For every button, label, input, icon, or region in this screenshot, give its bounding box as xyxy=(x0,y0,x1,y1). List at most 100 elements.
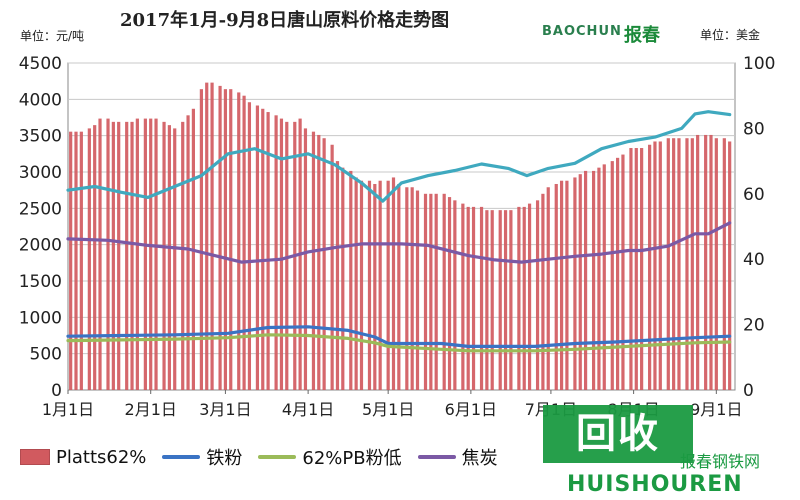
bar-platts xyxy=(658,141,662,390)
bar-platts xyxy=(415,190,420,390)
bar-platts xyxy=(354,177,358,390)
brand-logo-cn: 报春 xyxy=(624,25,660,46)
y-left-tick-label: 3000 xyxy=(19,163,62,183)
y-left-tick-label: 2500 xyxy=(19,199,62,219)
bar-platts xyxy=(410,187,414,390)
bar-platts xyxy=(434,193,438,390)
bar-platts xyxy=(485,210,489,390)
bar-platts xyxy=(634,148,638,390)
bar-platts xyxy=(466,206,470,390)
bar-platts xyxy=(503,210,508,390)
y-left-tick-label: 500 xyxy=(30,345,62,365)
bar-platts xyxy=(341,167,345,390)
bar-platts xyxy=(218,85,222,390)
bar-platts xyxy=(223,89,228,390)
bar-platts xyxy=(210,82,214,391)
bar-platts xyxy=(149,118,153,390)
bar-platts xyxy=(535,200,540,390)
bar-platts xyxy=(261,108,265,390)
bar-platts xyxy=(349,170,353,390)
watermark-logo: 回收 xyxy=(543,405,693,463)
bar-platts xyxy=(386,180,390,390)
bar-platts xyxy=(279,118,284,390)
bar-platts xyxy=(722,138,726,390)
bar-platts xyxy=(685,138,689,390)
y-left-tick-label: 1500 xyxy=(19,272,62,292)
legend-swatch-coke xyxy=(417,455,456,459)
series-line-3 xyxy=(66,221,732,264)
y-left-tick-label: 4000 xyxy=(19,90,62,110)
bar-platts xyxy=(479,206,484,390)
bar-platts xyxy=(666,138,670,390)
legend-swatch-platts xyxy=(20,449,50,465)
bar-platts xyxy=(143,118,147,390)
brand-logo-text: BAOCHUN xyxy=(542,24,622,39)
bar-platts xyxy=(573,177,577,390)
bar-platts xyxy=(559,180,564,390)
bar-platts xyxy=(490,210,494,390)
bar-platts xyxy=(405,187,409,390)
bar-platts xyxy=(285,121,289,391)
bar-platts xyxy=(98,118,102,390)
x-tick-label: 3月1日 xyxy=(199,400,251,419)
bar-platts xyxy=(167,125,171,390)
bar-platts xyxy=(367,180,372,390)
legend-label-iron-powder: 铁粉 xyxy=(206,448,243,469)
bar-platts xyxy=(335,161,340,390)
bar-platts xyxy=(162,121,166,391)
bar-platts xyxy=(554,183,558,390)
bar-platts xyxy=(242,95,246,390)
legend-item-platts: Platts62% xyxy=(20,447,146,468)
bar-platts xyxy=(130,121,134,391)
bar-platts xyxy=(616,157,620,390)
bar-platts xyxy=(423,193,428,390)
y-right-tick-label: 0 xyxy=(743,381,754,401)
bar-platts xyxy=(255,105,260,390)
bar-platts xyxy=(728,141,732,390)
bar-platts xyxy=(509,210,513,390)
bar-platts xyxy=(87,128,91,390)
x-tick-label: 2月1日 xyxy=(125,400,177,419)
y-right-tick-label: 100 xyxy=(743,54,775,74)
right-unit-label: 单位：美金 xyxy=(700,28,761,42)
bar-platts xyxy=(541,193,545,390)
bar-platts xyxy=(93,125,97,390)
bar-platts xyxy=(709,134,713,390)
y-right-tick-label: 20 xyxy=(743,316,765,336)
bar-platts xyxy=(237,92,241,391)
y-left-tick-label: 0 xyxy=(51,381,62,401)
bar-platts xyxy=(317,134,321,390)
legend-label-pb-fines: 62%PB粉低 xyxy=(302,448,402,469)
bar-platts xyxy=(322,138,326,390)
bar-platts xyxy=(461,203,465,390)
bar-platts xyxy=(199,89,203,390)
bar-platts xyxy=(677,138,681,390)
bar-platts xyxy=(597,167,601,390)
bar-platts xyxy=(591,170,596,390)
bar-platts xyxy=(704,134,708,390)
series-line-2 xyxy=(66,333,732,353)
bar-platts xyxy=(135,118,139,390)
bar-platts xyxy=(173,128,177,390)
bar-platts xyxy=(527,203,532,390)
bar-platts xyxy=(359,180,364,390)
x-tick-label: 4月1日 xyxy=(282,400,334,419)
bar-platts xyxy=(186,115,190,390)
bar-platts xyxy=(106,118,110,390)
bar-platts xyxy=(247,102,252,391)
bar-platts xyxy=(640,148,644,390)
bar-platts xyxy=(205,82,209,391)
legend-item-pb-fines: 62%PB粉低 xyxy=(258,444,402,470)
bar-platts xyxy=(79,131,83,391)
bar-platts xyxy=(117,121,121,391)
bar-platts xyxy=(653,141,657,390)
bar-platts xyxy=(69,131,73,391)
y-right-tick-label: 80 xyxy=(743,119,765,139)
y-left-tick-label: 4500 xyxy=(19,54,62,74)
bar-platts xyxy=(311,131,316,391)
bar-platts xyxy=(498,210,502,390)
bar-platts xyxy=(629,148,633,390)
bar-platts xyxy=(453,200,457,390)
bar-platts xyxy=(330,144,334,390)
